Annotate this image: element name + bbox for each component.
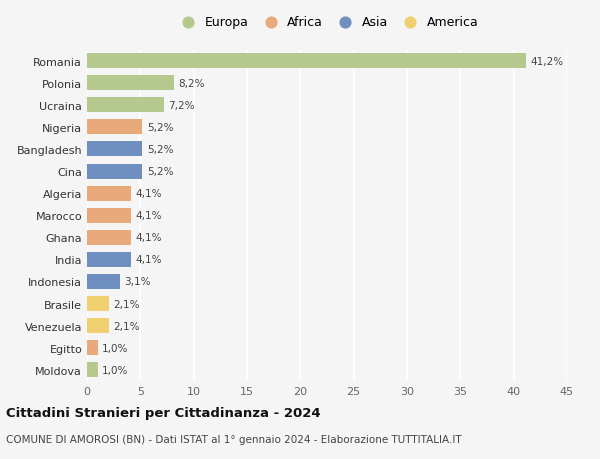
Bar bbox=[87, 76, 175, 91]
Bar bbox=[87, 208, 131, 223]
Text: COMUNE DI AMOROSI (BN) - Dati ISTAT al 1° gennaio 2024 - Elaborazione TUTTITALIA: COMUNE DI AMOROSI (BN) - Dati ISTAT al 1… bbox=[6, 434, 461, 444]
Text: 2,1%: 2,1% bbox=[113, 321, 140, 331]
Text: 41,2%: 41,2% bbox=[531, 56, 564, 67]
Text: 4,1%: 4,1% bbox=[135, 189, 161, 199]
Legend: Europa, Africa, Asia, America: Europa, Africa, Asia, America bbox=[173, 14, 481, 32]
Text: 5,2%: 5,2% bbox=[147, 145, 173, 155]
Text: 5,2%: 5,2% bbox=[147, 167, 173, 177]
Text: 1,0%: 1,0% bbox=[102, 365, 128, 375]
Bar bbox=[87, 164, 142, 179]
Bar bbox=[87, 297, 109, 311]
Text: 4,1%: 4,1% bbox=[135, 233, 161, 243]
Bar bbox=[87, 120, 142, 135]
Text: 5,2%: 5,2% bbox=[147, 123, 173, 133]
Bar bbox=[87, 98, 164, 113]
Text: 2,1%: 2,1% bbox=[113, 299, 140, 309]
Text: Cittadini Stranieri per Cittadinanza - 2024: Cittadini Stranieri per Cittadinanza - 2… bbox=[6, 406, 320, 419]
Bar bbox=[87, 54, 526, 69]
Text: 4,1%: 4,1% bbox=[135, 211, 161, 221]
Bar bbox=[87, 319, 109, 333]
Text: 4,1%: 4,1% bbox=[135, 255, 161, 265]
Bar bbox=[87, 186, 131, 201]
Bar bbox=[87, 274, 120, 289]
Text: 3,1%: 3,1% bbox=[124, 277, 151, 287]
Text: 7,2%: 7,2% bbox=[168, 101, 194, 111]
Bar bbox=[87, 252, 131, 267]
Bar bbox=[87, 341, 98, 355]
Bar bbox=[87, 363, 98, 377]
Bar bbox=[87, 230, 131, 245]
Text: 1,0%: 1,0% bbox=[102, 343, 128, 353]
Text: 8,2%: 8,2% bbox=[179, 78, 205, 89]
Bar bbox=[87, 142, 142, 157]
